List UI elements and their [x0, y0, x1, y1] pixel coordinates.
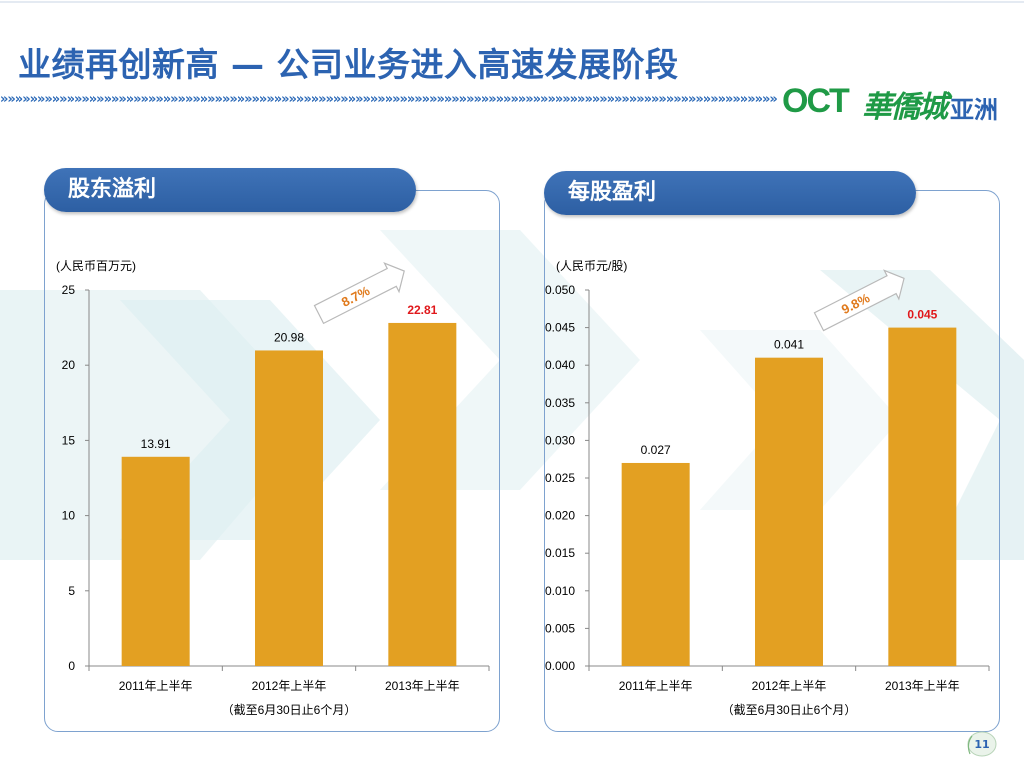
y-tick-label: 0.035 — [545, 396, 575, 410]
x-tick-label: 2011年上半年 — [119, 679, 193, 693]
logo-asia-text: 亚洲 — [950, 96, 998, 124]
chart-tab-eps: 每股盈利 — [544, 171, 916, 215]
growth-arrow: 9.8% — [813, 269, 905, 332]
y-tick-label: 15 — [62, 433, 76, 447]
y-tick-label: 0.015 — [545, 546, 575, 560]
data-label: 0.045 — [907, 308, 937, 322]
x-tick-label: 2013年上半年 — [385, 679, 460, 693]
footnote: （截至6月30日止6个月） — [722, 703, 857, 717]
page-number: 11 — [974, 738, 989, 751]
bar — [621, 462, 690, 666]
x-tick-label: 2012年上半年 — [252, 679, 327, 693]
growth-arrow-shape — [313, 261, 405, 325]
eps-bar-chart: (人民币元/股) 0.000 0.005 0.010 0.015 0.020 0.025 0.… — [545, 259, 990, 717]
y-tick-label: 0.030 — [545, 433, 575, 447]
x-tick-label: 2013年上半年 — [885, 679, 960, 693]
profit-bar-chart: (人民币百万元) 0 5 10 15 20 25 13.91 2011年上半年 20.98 2012… — [56, 259, 490, 717]
company-logo: OCT 華僑城 亚洲 — [782, 74, 1014, 128]
y-tick-label: 25 — [62, 283, 76, 297]
y-tick-label: 0.010 — [545, 584, 575, 598]
logo-oct-text: OCT — [782, 82, 850, 120]
bar — [755, 357, 823, 666]
bar — [121, 456, 190, 666]
y-tick-label: 0 — [68, 659, 75, 673]
y-tick-label: 0.050 — [545, 283, 575, 297]
bar — [255, 350, 323, 666]
y-tick-label: 5 — [68, 584, 75, 598]
y-tick-label: 20 — [62, 358, 76, 372]
y-tick-label: 10 — [62, 509, 76, 523]
logo-chinese-text: 華僑城 — [862, 90, 948, 125]
y-tick-label: 0.025 — [545, 471, 575, 485]
data-label: 0.027 — [641, 443, 671, 457]
data-label: 22.81 — [407, 303, 437, 317]
growth-arrow-shape — [813, 269, 905, 332]
page-number-badge: 11 — [967, 731, 997, 757]
footnote: （截至6月30日止6个月） — [222, 703, 357, 717]
chevron-divider: »»»»»»»»»»»»»»»»»»»»»»»»»»»»»»»»»»»»»»»»… — [0, 93, 778, 107]
y-tick-label: 0.045 — [545, 321, 575, 335]
x-tick-label: 2011年上半年 — [619, 679, 693, 693]
chart-tab-profit: 股东溢利 — [44, 168, 416, 212]
y-tick-label: 0.000 — [545, 659, 575, 673]
data-label: 13.91 — [141, 437, 171, 451]
y-tick-label: 0.005 — [545, 621, 575, 635]
unit-label: (人民币元/股) — [556, 259, 627, 273]
y-tick-label: 0.040 — [545, 358, 575, 372]
bar — [888, 327, 957, 666]
x-tick-label: 2012年上半年 — [752, 679, 827, 693]
bar — [388, 322, 457, 666]
data-label: 20.98 — [274, 330, 304, 344]
slide-title: 业绩再创新高 — 公司业务进入高速发展阶段 — [18, 45, 679, 84]
data-label: 0.041 — [774, 338, 804, 352]
unit-label: (人民币百万元) — [56, 259, 136, 273]
growth-arrow: 8.7% — [313, 261, 405, 325]
y-tick-label: 0.020 — [545, 509, 575, 523]
